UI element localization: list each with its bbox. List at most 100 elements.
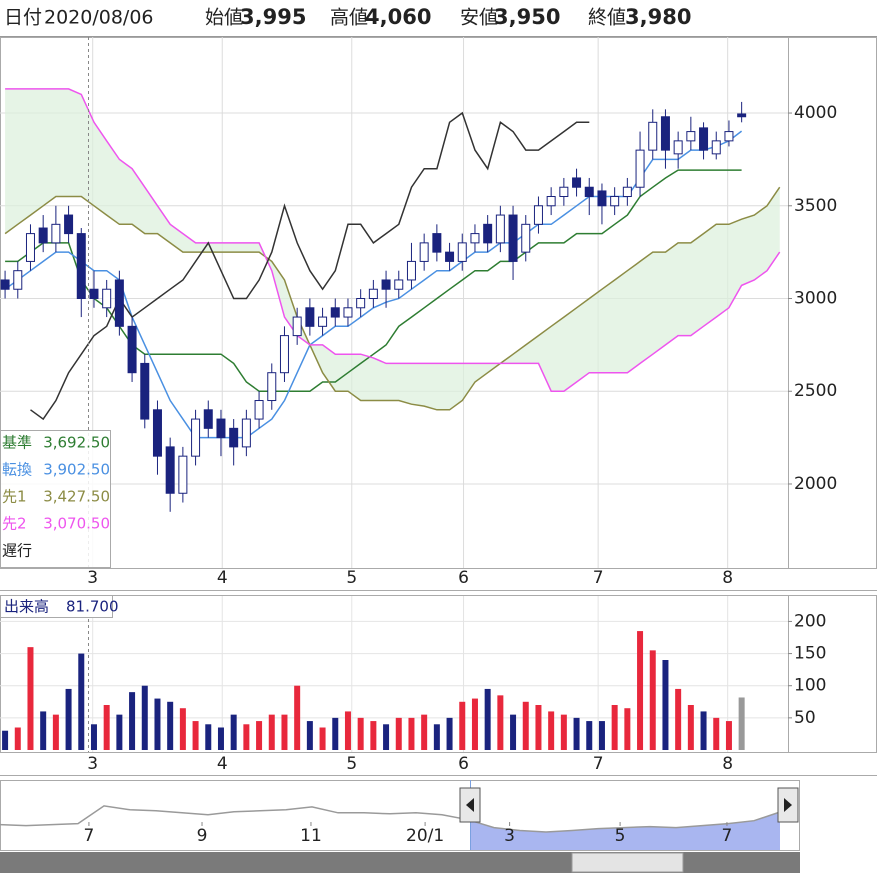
- volume-bar: [167, 701, 174, 750]
- volume-bar: [40, 711, 47, 750]
- volume-bar: [103, 705, 110, 750]
- volume-bar: [141, 685, 148, 750]
- x-tick-label: 5: [346, 754, 357, 774]
- volume-bar: [217, 727, 224, 750]
- candle-body: [178, 455, 188, 494]
- legend-name: 遅行: [2, 542, 32, 560]
- candle-body: [191, 418, 201, 457]
- candle-body: [368, 288, 378, 300]
- candle-body: [546, 196, 556, 207]
- x-tick-label: 8: [722, 568, 733, 588]
- volume-bar: [383, 724, 390, 750]
- y-tick-label: 3500: [794, 196, 837, 216]
- candle-body: [216, 418, 226, 439]
- header-value: 3,950: [494, 5, 560, 29]
- volume-bar: [268, 714, 275, 750]
- volume-bar: [497, 695, 504, 750]
- volume-bar: [230, 714, 237, 750]
- x-tick-label: 3: [87, 754, 98, 774]
- candle-body: [521, 223, 531, 253]
- candle-body: [241, 418, 251, 448]
- volume-last: 81.700: [66, 598, 119, 616]
- candle-body: [165, 446, 175, 494]
- x-tick-label: 11: [300, 826, 322, 846]
- candle-body: [102, 288, 112, 309]
- indicator-line: [4, 186, 781, 411]
- candle-body: [356, 298, 366, 309]
- volume-bar: [27, 647, 34, 750]
- volume-bar: [624, 708, 631, 750]
- volume-bar: [408, 717, 415, 750]
- legend-value: 3,902.50: [43, 461, 110, 479]
- candle-body: [737, 113, 747, 118]
- volume-bar: [700, 711, 707, 750]
- scrollbar-thumb[interactable]: [571, 852, 684, 873]
- volume-bar: [675, 688, 682, 750]
- volume-bar: [78, 653, 85, 750]
- candle-body: [127, 325, 137, 374]
- volume-bar: [205, 724, 212, 750]
- candle-body: [508, 214, 518, 262]
- candle-body: [267, 372, 277, 402]
- volume-bar: [535, 705, 542, 750]
- candle-body: [0, 279, 10, 290]
- volume-bar: [2, 730, 9, 750]
- indicator-line: [5, 88, 781, 392]
- legend-name: 基準: [2, 434, 32, 452]
- volume-bar: [522, 701, 529, 750]
- volume-bar: [738, 697, 745, 750]
- header-label: 終値: [588, 7, 626, 29]
- legend-name: 先2: [2, 515, 27, 533]
- header-label: 安値: [460, 7, 498, 29]
- x-tick-label: 20/1: [406, 826, 444, 846]
- legend-value: 3,427.50: [43, 488, 110, 506]
- candle-body: [229, 427, 239, 448]
- x-tick-label: 5: [615, 826, 626, 846]
- volume-bar: [433, 724, 440, 750]
- candle-body: [25, 233, 35, 262]
- x-tick-label: 9: [197, 826, 208, 846]
- legend-box: [0, 430, 111, 568]
- volume-bar: [357, 717, 364, 750]
- y-tick-label: 4000: [794, 103, 837, 123]
- candle-body: [660, 116, 670, 151]
- volume-bar: [116, 714, 123, 750]
- candle-body: [495, 214, 505, 244]
- candle-body: [13, 270, 23, 290]
- volume-bar: [573, 717, 580, 750]
- handle-arrow: [466, 798, 474, 812]
- volume-bar: [637, 631, 644, 750]
- candle-body: [114, 279, 124, 327]
- volume-bar: [598, 721, 605, 750]
- volume-bar: [421, 714, 428, 750]
- volume-bar: [14, 727, 21, 750]
- candle-body: [38, 227, 48, 244]
- volume-bar: [294, 685, 301, 750]
- cloud-fill: [5, 88, 780, 410]
- x-tick-label: 7: [593, 568, 604, 588]
- candle-body: [699, 127, 709, 151]
- header-label: 高値: [330, 7, 368, 29]
- volume-bar: [446, 717, 453, 750]
- legend-value: 3,070.50: [43, 515, 110, 533]
- volume-bar: [586, 721, 593, 750]
- candle-body: [432, 233, 442, 253]
- volume-bar: [370, 721, 377, 750]
- x-tick-label: 3: [87, 568, 98, 588]
- candle-body: [305, 307, 315, 327]
- candle-body: [673, 140, 683, 155]
- main-plot: [0, 37, 788, 568]
- candle-body: [51, 223, 61, 244]
- y-tick-label: 150: [794, 644, 826, 664]
- y-tick-label: 50: [794, 708, 816, 728]
- x-tick-label: 8: [722, 754, 733, 774]
- candle-body: [76, 233, 86, 300]
- date-label: 日付: [4, 7, 42, 29]
- candle-body: [318, 316, 328, 327]
- volume-name: 出来高: [4, 598, 49, 616]
- volume-bar: [243, 724, 250, 750]
- volume-bar: [548, 711, 555, 750]
- volume-bar: [332, 717, 339, 750]
- candle-body: [152, 409, 162, 457]
